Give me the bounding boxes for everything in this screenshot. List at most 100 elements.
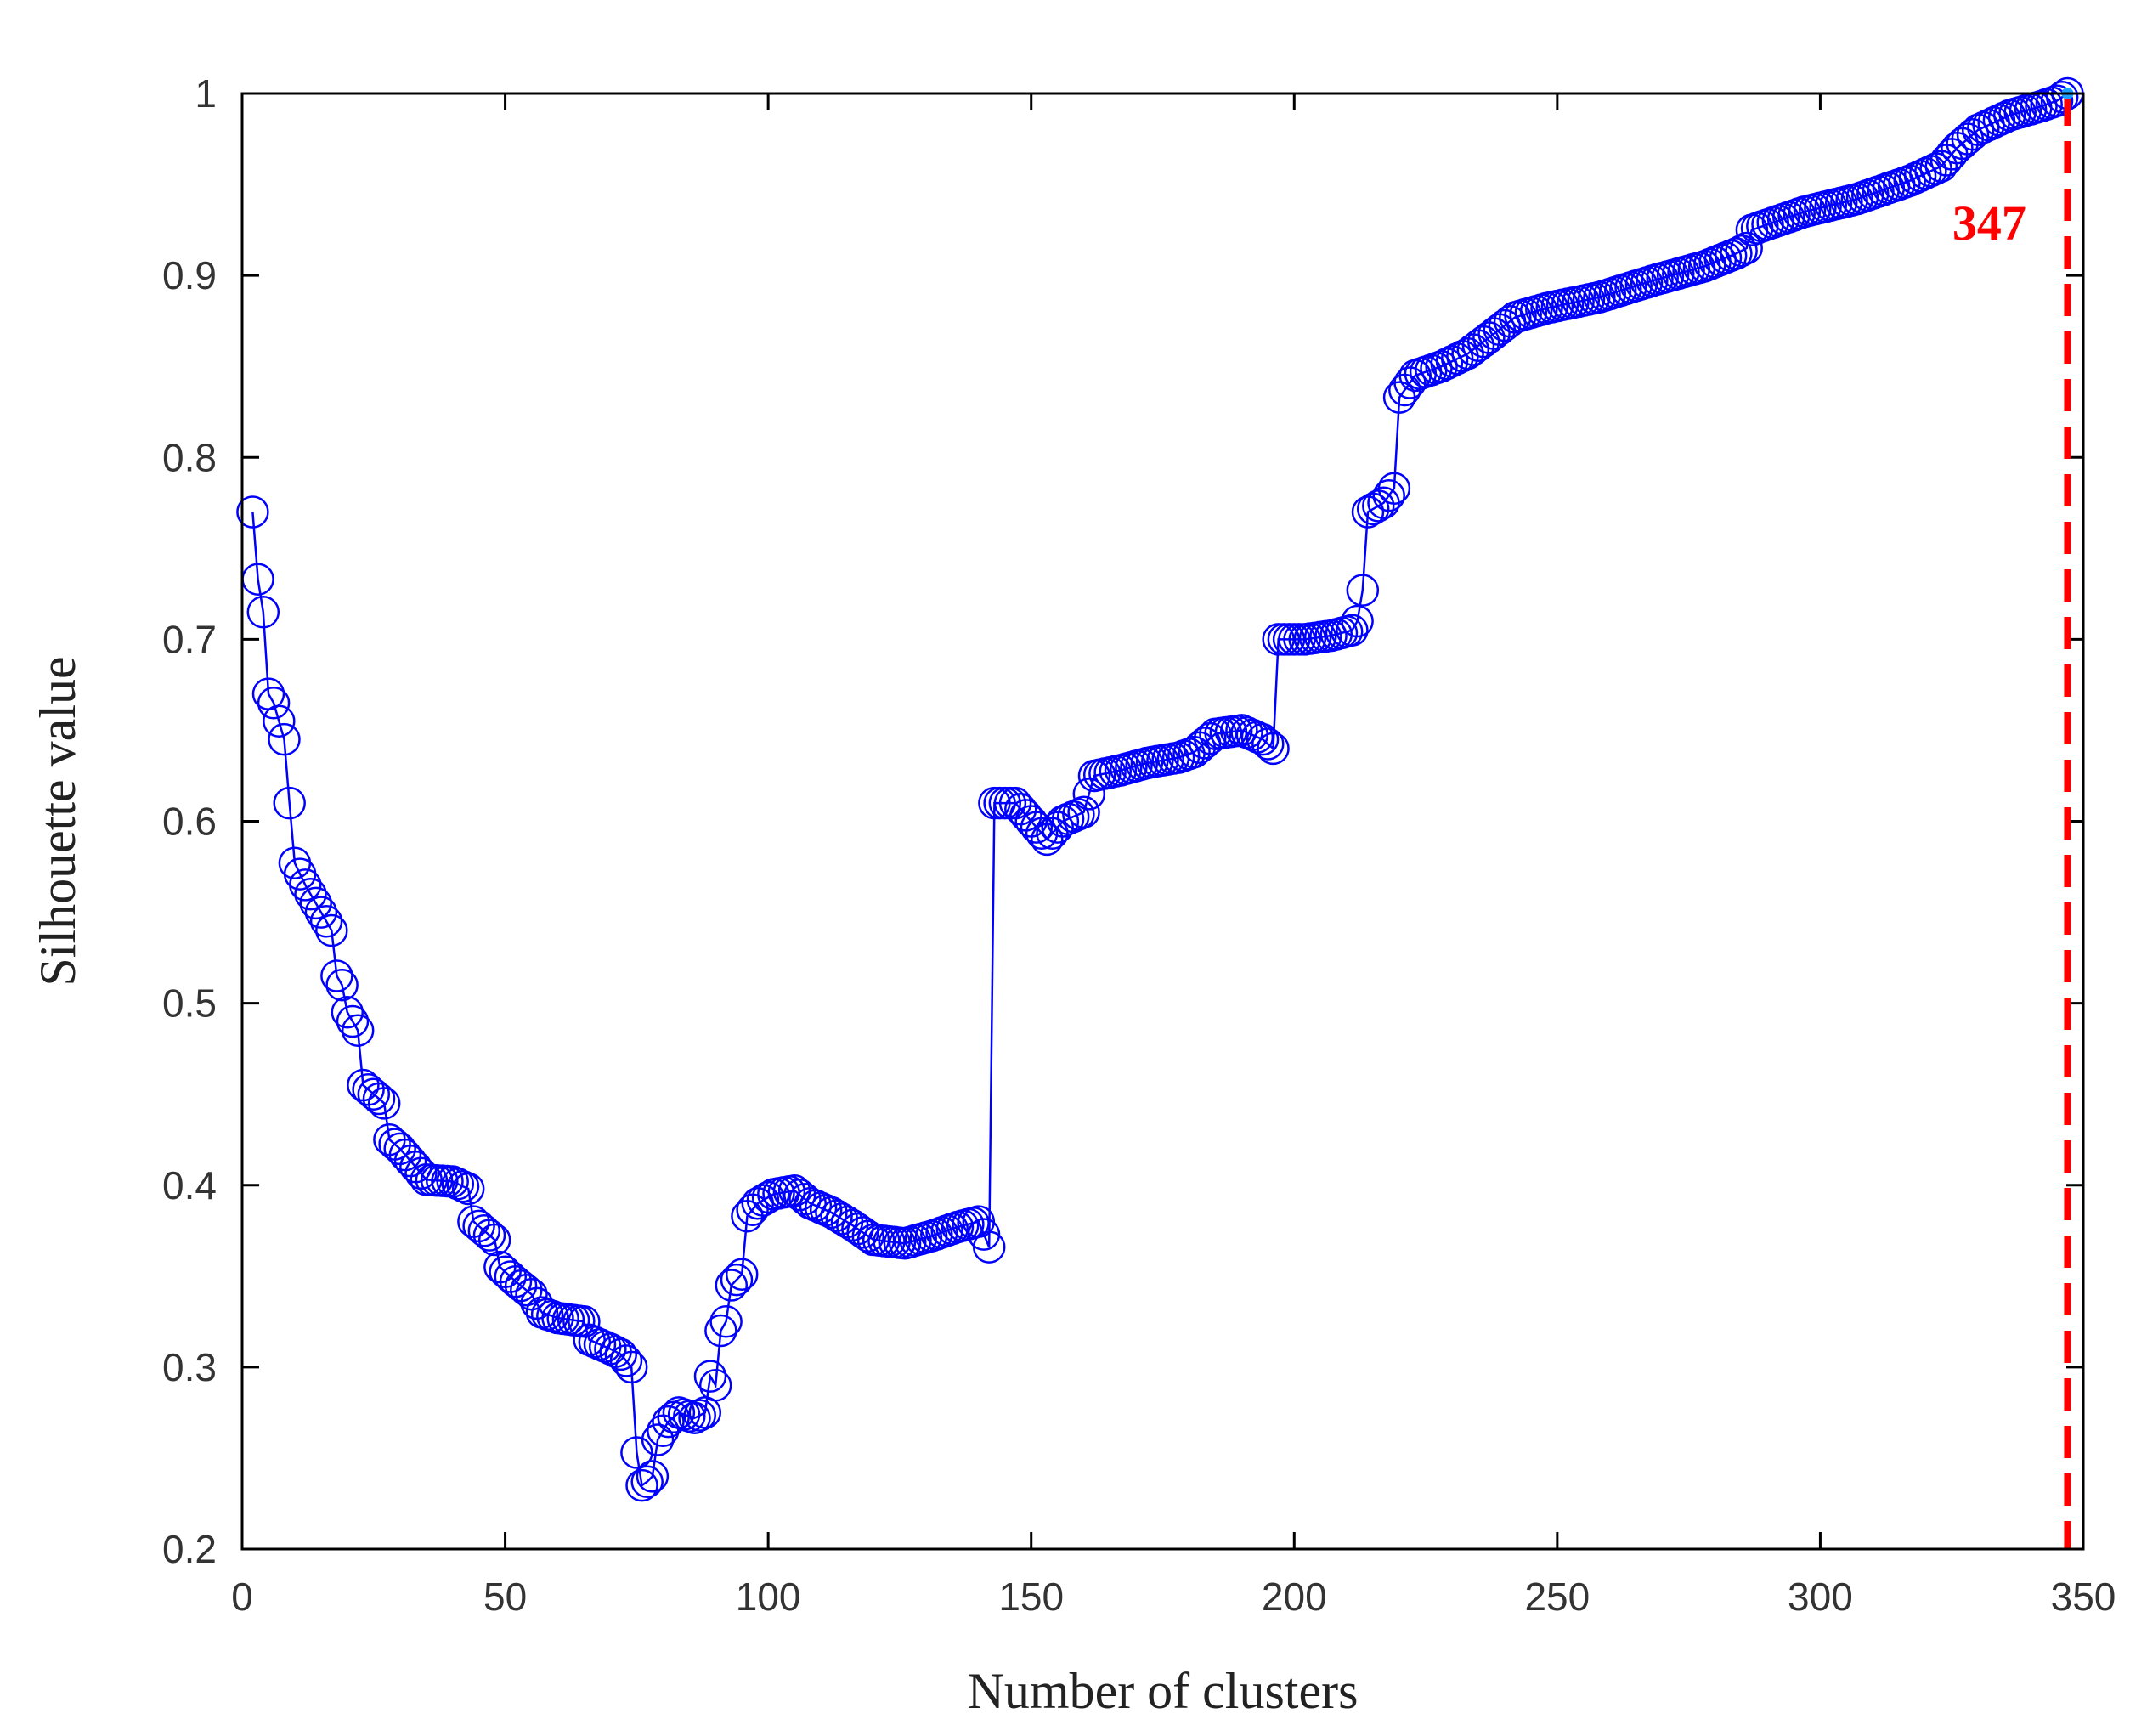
y-tick-label: 1 [195, 71, 217, 116]
data-point [1725, 234, 1758, 268]
data-point [289, 868, 322, 902]
data-point [2045, 81, 2079, 114]
data-point [746, 1184, 780, 1217]
data-point [404, 1156, 438, 1190]
data-point [1346, 574, 1380, 607]
plot-frame [240, 92, 2085, 1551]
data-point [1372, 478, 1405, 512]
data-point [1020, 811, 1054, 844]
data-point [1041, 811, 1074, 844]
data-point [467, 1214, 501, 1247]
data-point [1377, 472, 1411, 505]
data-point [620, 1436, 653, 1469]
data-point [636, 1460, 670, 1493]
data-point [304, 896, 338, 929]
data-point [1251, 727, 1285, 761]
y-tick-label: 0.9 [162, 253, 217, 297]
y-tick-label: 0.6 [162, 800, 217, 844]
data-point [972, 1230, 1006, 1264]
y-tick-label: 0.7 [162, 617, 217, 661]
data-point [698, 1369, 732, 1402]
data-point [446, 1169, 480, 1203]
data-point [1956, 117, 1990, 151]
data-point [515, 1277, 548, 1311]
data-point [367, 1087, 401, 1120]
data-point [1336, 614, 1369, 647]
data-point [315, 913, 348, 947]
data-point [652, 1405, 685, 1439]
data-point [720, 1263, 754, 1297]
data-point [341, 1014, 375, 1047]
y-tick-label: 0.5 [162, 981, 217, 1026]
data-point [1351, 495, 1385, 529]
data-point [325, 968, 359, 1002]
data-point [273, 786, 306, 820]
data-point [725, 1258, 759, 1291]
data-point [614, 1350, 648, 1384]
data-point [1072, 778, 1106, 811]
data-point [331, 996, 364, 1029]
data-point [783, 1178, 816, 1212]
x-tick-label: 300 [1788, 1575, 1853, 1619]
data-point [568, 1305, 601, 1338]
data-point [246, 596, 280, 629]
data-point [1025, 817, 1059, 851]
series-line [251, 92, 2069, 1488]
data-point [641, 1423, 675, 1456]
data-point [683, 1399, 716, 1432]
data-point [709, 1305, 743, 1338]
data-point [472, 1219, 506, 1252]
data-point [1257, 732, 1290, 766]
data-point [1067, 795, 1100, 829]
data-point [320, 959, 353, 992]
x-tick-label: 350 [2051, 1575, 2116, 1619]
x-axis-title: Number of clusters [968, 1663, 1359, 1719]
data-point [1488, 308, 1522, 342]
data-point [309, 905, 343, 938]
x-tick-label: 250 [1524, 1575, 1590, 1619]
x-tick-label: 50 [483, 1575, 527, 1619]
y-tick-labels: 0.2 0.3 0.4 0.5 0.6 0.7 0.8 0.9 1 [162, 71, 217, 1571]
data-point [1062, 798, 1095, 831]
data-point [1393, 366, 1427, 399]
data-point [625, 1468, 658, 1502]
data-point [715, 1269, 749, 1302]
x-tick-label: 100 [736, 1575, 801, 1619]
data-point [510, 1273, 543, 1307]
data-series [236, 76, 2084, 1502]
data-point [357, 1077, 391, 1111]
data-point [1730, 231, 1763, 265]
data-point [362, 1082, 396, 1116]
x-tick-label: 150 [998, 1575, 1064, 1619]
y-tick-label: 0.3 [162, 1345, 217, 1389]
data-point [630, 1465, 664, 1499]
data-point [2040, 84, 2074, 117]
data-point [704, 1314, 737, 1348]
y-tick-label: 0.4 [162, 1163, 217, 1207]
data-point [477, 1223, 511, 1257]
data-point [815, 1196, 848, 1230]
data-point [1341, 604, 1374, 638]
data-point [841, 1212, 874, 1246]
data-point [294, 877, 327, 911]
x-tick-label: 200 [1262, 1575, 1327, 1619]
data-point [609, 1344, 643, 1377]
x-tick-labels: 0 50 100 150 200 250 300 350 [231, 1575, 2116, 1619]
y-tick-label: 0.2 [162, 1527, 217, 1571]
data-point [788, 1182, 822, 1216]
data-point [299, 886, 332, 920]
data-point [268, 722, 301, 756]
data-point [336, 1004, 370, 1038]
data-point [263, 704, 296, 738]
data-point [257, 687, 291, 720]
data-point [604, 1337, 638, 1371]
data-point [236, 495, 269, 529]
y-tick-label: 0.8 [162, 435, 217, 479]
data-point [1246, 722, 1280, 756]
data-point [451, 1172, 485, 1206]
optimal-cluster-label: 347 [1952, 195, 2026, 251]
data-point [693, 1360, 727, 1393]
